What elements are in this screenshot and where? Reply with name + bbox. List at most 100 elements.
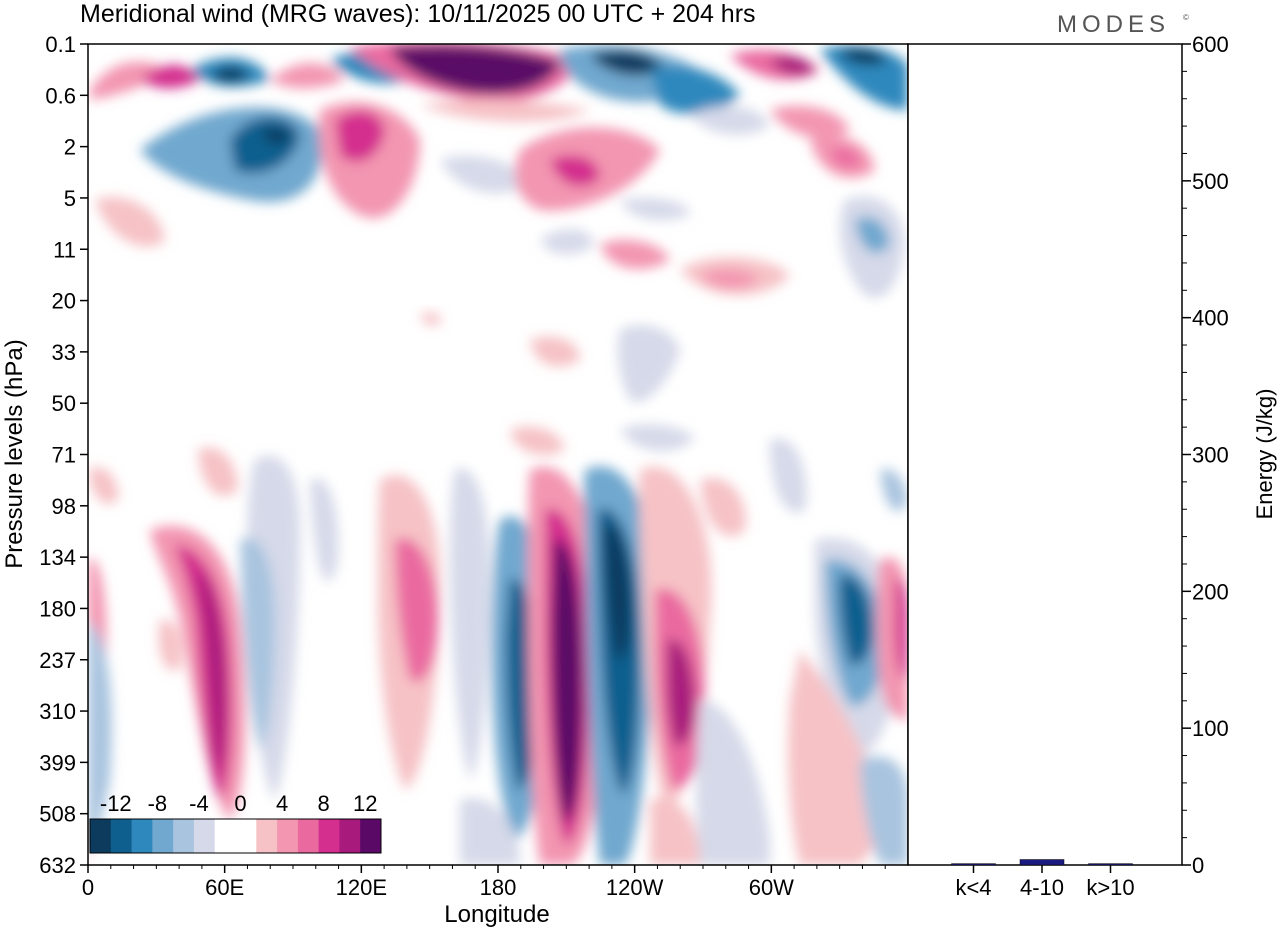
contour-patch — [605, 524, 630, 660]
contour-patch — [420, 312, 442, 326]
contour-patch — [240, 538, 275, 750]
energy-tick-label: 600 — [1192, 32, 1229, 57]
contour-patch — [310, 478, 339, 582]
y-tick-label: 0.1 — [45, 32, 76, 57]
contour-patch — [420, 99, 590, 122]
colorbar-swatch — [339, 819, 361, 853]
contour-patch — [618, 325, 680, 402]
contour-patch — [335, 110, 385, 162]
contour-patch — [90, 61, 170, 100]
x-tick-label: 120W — [606, 875, 664, 900]
y-tick-label: 508 — [39, 802, 76, 827]
contour-patch — [262, 128, 290, 144]
y-tick-label: 50 — [52, 391, 76, 416]
colorbar-swatch — [152, 819, 174, 853]
x-tick-label: 60W — [749, 875, 794, 900]
contour-patch — [650, 798, 700, 865]
colorbar-legend: -12 -8 -4 0 4 8 12 — [89, 791, 382, 854]
y-tick-label: 0.6 — [45, 83, 76, 108]
energy-bar — [951, 863, 996, 866]
contour-patch — [395, 538, 439, 682]
colorbar-labels: -12 -8 -4 0 4 8 12 — [100, 791, 378, 816]
longitude-axis: 0 60E 120E 180 120W 60W — [82, 865, 886, 900]
energy-category-label: 4-10 — [1020, 875, 1064, 900]
contour-patch — [770, 105, 850, 139]
x-tick-label: 0 — [82, 875, 94, 900]
contour-patch — [460, 798, 520, 865]
colorbar-swatch — [256, 819, 278, 853]
energy-category-label: k<4 — [955, 875, 991, 900]
contour-patch — [620, 424, 695, 451]
colorbar-swatch — [173, 819, 195, 853]
contour-patch — [540, 229, 595, 255]
contour-patch — [770, 438, 807, 513]
contour-patch — [895, 579, 908, 680]
x-axis-label: Longitude — [444, 901, 549, 928]
y-tick-label: 180 — [39, 596, 76, 621]
contour-patch — [855, 217, 890, 253]
y-tick-label: 71 — [52, 443, 76, 468]
contour-patch — [700, 478, 746, 537]
colorbar-swatch — [277, 819, 299, 853]
contour-patch — [838, 48, 888, 65]
y-tick-label: 134 — [39, 545, 76, 570]
contour-patch — [830, 148, 860, 168]
colorbar-swatch — [90, 819, 112, 853]
contour-patch — [880, 469, 908, 512]
contour-patch — [198, 447, 238, 496]
y-tick-label: 5 — [64, 186, 76, 211]
contour-patch — [552, 539, 582, 822]
colorbar-frame — [89, 818, 382, 854]
contour-patch — [690, 106, 770, 135]
contour-field — [88, 44, 908, 865]
energy-tick-label: 400 — [1192, 306, 1229, 331]
colorbar-swatch — [214, 819, 236, 853]
colorbar-swatch — [360, 819, 382, 853]
colorbar-swatches — [89, 818, 382, 854]
energy-frame — [907, 43, 1183, 866]
contour-patch — [530, 336, 580, 367]
energy-tick-label: 200 — [1192, 579, 1229, 604]
y-tick-label: 20 — [52, 289, 76, 314]
colorbar-swatch — [318, 819, 340, 853]
colorbar-swatch — [297, 819, 320, 853]
y-axis-label: Pressure levels (hPa) — [1, 339, 28, 568]
contour-patch — [440, 156, 530, 193]
contour-patch — [550, 155, 600, 187]
colorbar-swatch — [193, 819, 216, 853]
upper-level-features — [90, 44, 908, 298]
contour-patch — [390, 45, 560, 94]
contour-patch — [839, 574, 873, 665]
colorbar-label: 12 — [353, 791, 377, 816]
modes-logo: MODES © — [1057, 11, 1189, 38]
contour-patch — [140, 65, 200, 89]
contour-patch — [95, 196, 165, 247]
energy-tick-label: 0 — [1192, 853, 1204, 878]
contour-patch — [770, 56, 815, 75]
energy-panel: 0 100 200 300 400 500 600 k<4 4-10 k>10 Energy (… — [907, 32, 1277, 900]
x-tick-label: 120E — [336, 875, 387, 900]
y-tick-label: 33 — [52, 340, 76, 365]
contour-patch — [270, 63, 345, 89]
energy-category-label: k>10 — [1086, 875, 1134, 900]
pressure-axis: 0.1 0.6 2 5 11 20 33 50 71 98 134 180 237 310 399 508 63… — [39, 32, 88, 878]
y-tick-label: 310 — [39, 699, 76, 724]
y-tick-label: 399 — [39, 750, 76, 775]
y-tick-label: 237 — [39, 648, 76, 673]
contour-plot — [87, 43, 909, 866]
contour-patch — [788, 650, 880, 865]
energy-tick-label: 500 — [1192, 169, 1229, 194]
contour-patch — [590, 50, 665, 76]
contour-patch — [505, 578, 535, 790]
contour-patch — [510, 426, 565, 455]
contour-patch — [650, 66, 740, 114]
contour-patch — [700, 268, 760, 289]
contour-patch — [210, 66, 250, 83]
x-tick-label: 60E — [205, 875, 244, 900]
logo-mark: © — [1183, 13, 1189, 22]
energy-categories: k<4 4-10 k>10 — [955, 865, 1135, 900]
contour-patch — [158, 619, 182, 671]
colorbar-swatch — [235, 819, 257, 853]
logo-text: MODES — [1057, 11, 1170, 38]
